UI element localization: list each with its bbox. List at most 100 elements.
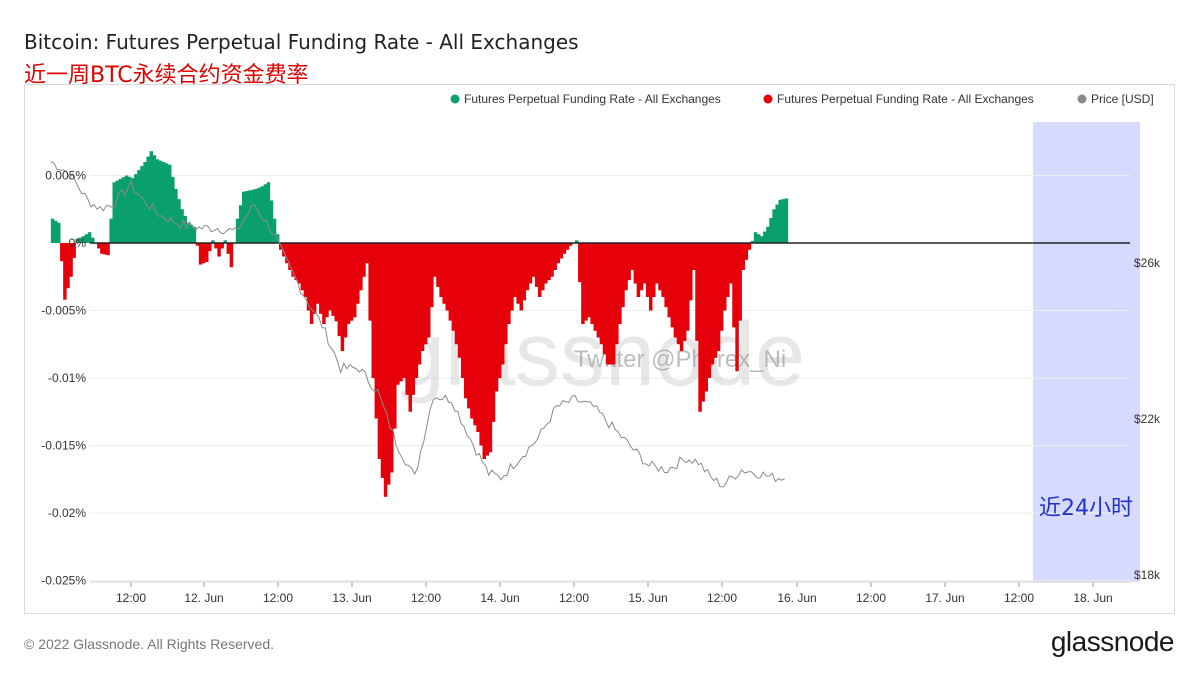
funding-rate-bar [53, 220, 58, 243]
funding-rate-bar [100, 243, 104, 254]
funding-rate-bar [553, 243, 557, 270]
funding-rate-bar [772, 209, 776, 243]
funding-rate-bar [470, 243, 474, 419]
funding-rate-bar [621, 243, 625, 308]
funding-rate-bar [124, 175, 129, 243]
chart-frame [24, 84, 1175, 614]
funding-rate-bar [423, 243, 428, 345]
funding-rate-bar [340, 243, 345, 351]
funding-rate-bar [78, 237, 83, 243]
funding-rate-bar [430, 243, 434, 308]
y-right-tick-label: $26k [1134, 256, 1161, 270]
funding-rate-bar [633, 243, 638, 284]
funding-rate-bar [149, 151, 153, 243]
funding-rate-bar [568, 243, 573, 246]
funding-rate-bar [547, 243, 551, 281]
funding-rate-bar [399, 243, 403, 382]
funding-rate-bar [377, 243, 382, 459]
funding-rate-bar [695, 243, 699, 341]
funding-rate-bar [84, 234, 89, 243]
funding-rate-bar [679, 243, 684, 351]
funding-rate-bar [405, 243, 409, 395]
funding-rate-bar [238, 205, 243, 243]
funding-rate-bar [501, 243, 505, 365]
funding-rate-bar [766, 226, 770, 243]
x-tick-label: 12. Jun [184, 591, 223, 605]
funding-rate-bar [584, 243, 588, 321]
funding-rate-bar [337, 243, 342, 337]
funding-rate-bar [235, 218, 240, 243]
y-left-tick-label: -0.02% [48, 506, 86, 520]
x-tick-label: 17. Jun [925, 591, 964, 605]
highlight-band [1033, 122, 1140, 582]
funding-rate-bar [673, 243, 678, 338]
funding-rate-bar [473, 243, 477, 426]
funding-rate-bar [90, 237, 95, 243]
funding-rate-bar [60, 243, 64, 262]
funding-rate-bar [692, 243, 696, 270]
funding-rate-bar [775, 204, 779, 243]
funding-rate-bar [383, 243, 388, 497]
funding-rate-bar [556, 243, 560, 264]
funding-rate-bar [109, 218, 113, 243]
funding-rate-bar [254, 189, 258, 243]
funding-rate-bar [590, 243, 594, 324]
funding-rate-bar [300, 243, 305, 291]
funding-rate-bar [174, 189, 178, 243]
funding-rate-bar [183, 216, 187, 243]
funding-rate-bar [362, 243, 366, 277]
funding-rate-bar [445, 243, 449, 311]
funding-rate-bar [198, 243, 203, 265]
funding-rate-bar [627, 243, 631, 281]
funding-rate-bar [152, 155, 157, 243]
funding-rate-bar [312, 243, 317, 314]
funding-rate-bar [578, 243, 582, 283]
funding-rate-bar [161, 162, 166, 243]
legend-marker [763, 94, 773, 104]
funding-rate-bar [195, 243, 200, 246]
x-tick-label: 12:00 [559, 591, 589, 605]
funding-rate-bar [760, 236, 764, 243]
legend-label: Futures Perpetual Funding Rate - All Exc… [464, 92, 721, 106]
funding-rate-bar [127, 176, 132, 243]
funding-rate-bar [519, 243, 523, 311]
funding-rate-bar [670, 243, 675, 328]
y-left-tick-label: 0% [69, 236, 87, 250]
funding-rate-bar [396, 243, 400, 385]
x-tick-label: 12:00 [411, 591, 441, 605]
funding-rate-bar [528, 243, 533, 284]
funding-rate-bar [778, 199, 782, 243]
funding-rate-bar [343, 243, 348, 338]
funding-rate-bar [146, 156, 150, 243]
funding-rate-bar [374, 243, 379, 419]
funding-rate-bar [97, 243, 101, 249]
legend-label: Futures Perpetual Funding Rate - All Exc… [777, 92, 1034, 106]
funding-rate-bar [346, 243, 351, 324]
funding-rate-bar [645, 243, 650, 297]
funding-rate-bar [682, 243, 687, 341]
funding-rate-bar [581, 243, 585, 324]
funding-rate-bar [593, 243, 597, 331]
funding-rate-bar [741, 243, 745, 270]
highlight-label: 近24小时 [1039, 496, 1133, 521]
y-left-tick-label: -0.005% [41, 304, 86, 318]
funding-rate-bar [186, 222, 190, 243]
funding-rate-bar [618, 243, 622, 324]
funding-rate-bar [263, 184, 268, 243]
legend-marker [1077, 94, 1087, 104]
funding-rate-bar [427, 243, 431, 338]
funding-rate-bar [266, 182, 271, 243]
funding-rate-bar [655, 243, 659, 284]
funding-rate-bar [704, 243, 708, 392]
funding-rate-bar [630, 243, 634, 270]
funding-rate-bar [504, 243, 508, 345]
x-tick-label: 18. Jun [1073, 591, 1112, 605]
funding-rate-bar [534, 243, 539, 287]
footer-copyright: © 2022 Glassnode. All Rights Reserved. [24, 636, 275, 652]
funding-rate-bar [433, 243, 437, 277]
funding-rate-bar [334, 243, 338, 322]
funding-rate-bar [402, 243, 406, 378]
funding-rate-bar [713, 243, 718, 358]
funding-rate-bar [390, 243, 394, 473]
